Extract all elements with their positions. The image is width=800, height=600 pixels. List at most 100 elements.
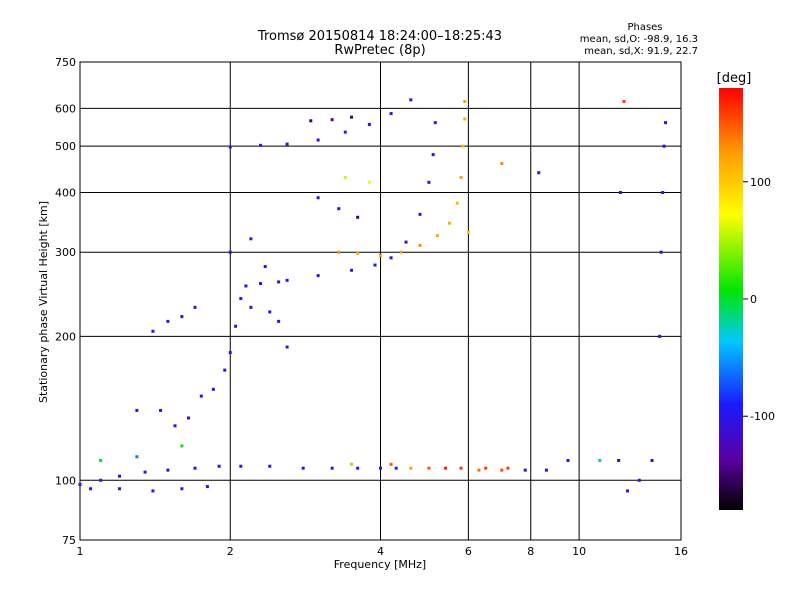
- data-point: [228, 145, 232, 149]
- chart-title: Tromsø 20150814 18:24:00–18:25:43: [257, 29, 502, 44]
- data-point: [650, 458, 654, 462]
- data-point: [448, 221, 452, 225]
- data-point: [622, 100, 626, 104]
- data-point: [394, 466, 398, 470]
- data-point: [239, 297, 243, 301]
- data-point: [356, 466, 360, 470]
- y-tick-label: 400: [55, 186, 76, 199]
- y-tick-label: 750: [55, 56, 76, 69]
- data-point: [356, 252, 360, 256]
- data-point: [427, 180, 431, 184]
- data-point: [337, 207, 341, 211]
- data-point: [205, 485, 209, 489]
- data-point: [356, 215, 360, 219]
- data-point: [661, 190, 665, 194]
- y-tick-label: 200: [55, 330, 76, 343]
- data-point: [659, 250, 663, 254]
- data-point: [373, 263, 377, 267]
- data-point: [180, 487, 184, 491]
- y-tick-label: 300: [55, 246, 76, 259]
- data-point: [433, 121, 437, 125]
- data-point: [99, 458, 103, 462]
- data-point: [228, 250, 232, 254]
- data-point: [418, 243, 422, 247]
- data-point: [409, 466, 413, 470]
- data-point: [118, 474, 122, 478]
- data-point: [418, 212, 422, 216]
- data-point: [343, 130, 347, 134]
- data-point: [316, 138, 320, 142]
- data-point: [658, 334, 662, 338]
- y-axis-label: Stationary phase Virtual Height [km]: [37, 201, 50, 403]
- data-point: [143, 470, 147, 474]
- data-point: [523, 468, 527, 472]
- data-point: [617, 458, 621, 462]
- data-point: [463, 100, 467, 104]
- y-tick-label: 500: [55, 140, 76, 153]
- data-point: [173, 424, 177, 428]
- data-point: [399, 250, 403, 254]
- data-point: [180, 315, 184, 319]
- data-point: [118, 487, 122, 491]
- data-point: [263, 265, 267, 269]
- data-point: [166, 319, 170, 323]
- data-point: [244, 284, 248, 288]
- data-point: [389, 256, 393, 260]
- data-point: [330, 466, 334, 470]
- data-point: [89, 487, 93, 491]
- data-point: [431, 153, 435, 157]
- data-point: [466, 230, 470, 234]
- data-point: [285, 278, 289, 282]
- data-point: [135, 455, 139, 459]
- data-point: [625, 489, 629, 493]
- data-point: [277, 319, 281, 323]
- data-point: [506, 466, 510, 470]
- data-point: [151, 329, 155, 333]
- data-point: [463, 117, 467, 121]
- data-point: [350, 268, 354, 272]
- x-tick-label: 6: [465, 545, 472, 558]
- data-point: [193, 466, 197, 470]
- data-point: [337, 250, 341, 254]
- plot-frame: [79, 61, 682, 541]
- data-point: [234, 324, 238, 328]
- data-point: [277, 280, 281, 284]
- y-tick-label: 100: [55, 474, 76, 487]
- data-point: [316, 274, 320, 278]
- data-point: [330, 118, 334, 122]
- data-point: [367, 123, 371, 127]
- data-point: [379, 466, 382, 470]
- data-point: [500, 161, 504, 165]
- data-point: [309, 119, 313, 123]
- data-point: [223, 368, 227, 372]
- phases-o-stats: mean, sd,O: -98.9, 16.3: [580, 34, 698, 45]
- data-point: [427, 466, 431, 470]
- colorbar: [719, 88, 743, 510]
- data-point: [500, 468, 504, 472]
- y-tick-label: 75: [62, 534, 76, 547]
- data-point: [187, 416, 191, 420]
- x-tick-labels: 1 2 4 6 8 10 16: [77, 545, 689, 558]
- data-point: [598, 458, 602, 462]
- data-point: [135, 408, 139, 412]
- data-point: [404, 240, 408, 244]
- data-point: [239, 464, 243, 468]
- data-point: [285, 345, 289, 349]
- data-point: [350, 115, 354, 119]
- data-point: [193, 305, 197, 309]
- data-point: [249, 305, 253, 309]
- colorbar-tick-label: -100: [750, 410, 775, 423]
- data-point: [159, 408, 163, 412]
- data-point: [316, 196, 320, 200]
- data-point: [285, 142, 289, 146]
- data-point: [78, 482, 82, 486]
- data-point: [151, 489, 155, 493]
- colorbar-label: [deg]: [717, 71, 752, 86]
- colorbar-tick-label: 0: [750, 293, 757, 306]
- colorbar-ticks: 100 0 -100: [743, 176, 775, 423]
- x-tick-label: 1: [77, 545, 84, 558]
- data-point: [662, 144, 666, 148]
- colorbar-tick-label: 100: [750, 176, 771, 189]
- data-point: [211, 387, 215, 391]
- phases-x-stats: mean, sd,X: 91.9, 22.7: [584, 46, 698, 57]
